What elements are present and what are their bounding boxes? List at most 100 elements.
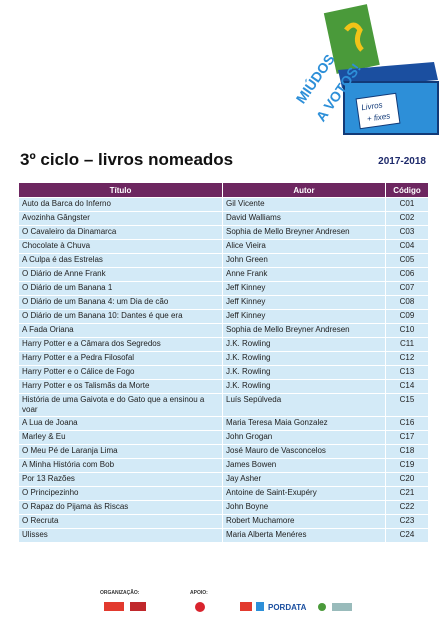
book-title: Harry Potter e a Câmara dos Segredos xyxy=(18,337,223,352)
book-row: O Principezinho Antoine de Saint-Exupéry C… xyxy=(18,486,429,501)
book-author: Robert Muchamore xyxy=(222,514,386,529)
column-header: Título xyxy=(18,182,223,198)
book-code: C11 xyxy=(385,337,429,352)
book-title: A Lua de Joana xyxy=(18,416,223,431)
book-row: Ulisses Maria Alberta Menéres C24 xyxy=(18,528,429,543)
book-title: Harry Potter e a Pedra Filosofal xyxy=(18,351,223,366)
book-row: Harry Potter e a Câmara dos Segredos J.K.… xyxy=(18,337,429,352)
book-code: C12 xyxy=(385,351,429,366)
book-title: Chocolate à Chuva xyxy=(18,239,223,254)
book-title: O Diário de Anne Frank xyxy=(18,267,223,282)
book-code: C23 xyxy=(385,514,429,529)
book-author: Jeff Kinney xyxy=(222,281,386,296)
book-title: Harry Potter e os Talismãs da Morte xyxy=(18,379,223,394)
book-row: O Diário de um Banana 4: um Dia de cão Je… xyxy=(18,295,429,310)
book-code: C16 xyxy=(385,416,429,431)
book-code: C18 xyxy=(385,444,429,459)
book-row: O Rapaz do Pijama às Riscas John Boyne C22 xyxy=(18,500,429,515)
book-code: C19 xyxy=(385,458,429,473)
book-title: O Rapaz do Pijama às Riscas xyxy=(18,500,223,515)
book-code: C03 xyxy=(385,225,429,240)
book-title: Ulisses xyxy=(18,528,223,543)
book-title: A Minha História com Bob xyxy=(18,458,223,473)
logo: Livros + fixes MIÚDOS A VOTOS! xyxy=(292,4,439,135)
sponsor-logos: PORDATA xyxy=(104,602,352,612)
book-title: Auto da Barca do Inferno xyxy=(18,197,223,212)
book-code: C13 xyxy=(385,365,429,380)
book-row: Harry Potter e os Talismãs da Morte J.K. … xyxy=(18,379,429,394)
book-title: O Diário de um Banana 1 xyxy=(18,281,223,296)
book-code: C02 xyxy=(385,211,429,226)
book-title: O Diário de um Banana 4: um Dia de cão xyxy=(18,295,223,310)
logo-text: Livros xyxy=(361,100,383,112)
footer: ORGANIZAÇÃO: APOIO: PORDATA xyxy=(100,590,370,616)
book-row: Avozinha Gângster David Walliams C02 xyxy=(18,211,429,226)
book-author: James Bowen xyxy=(222,458,386,473)
book-code: C09 xyxy=(385,309,429,324)
book-row: O Meu Pé de Laranja Lima José Mauro de Va… xyxy=(18,444,429,459)
book-row: A Minha História com Bob James Bowen C19 xyxy=(18,458,429,473)
book-title: Harry Potter e o Cálice de Fogo xyxy=(18,365,223,380)
book-code: C24 xyxy=(385,528,429,543)
book-row: Harry Potter e o Cálice de Fogo J.K. Rowl… xyxy=(18,365,429,380)
book-title: O Cavaleiro da Dinamarca xyxy=(18,225,223,240)
book-author: Jeff Kinney xyxy=(222,309,386,324)
book-row: O Cavaleiro da Dinamarca Sophia de Mello … xyxy=(18,225,429,240)
book-row: O Recruta Robert Muchamore C23 xyxy=(18,514,429,529)
book-row: O Diário de Anne Frank Anne Frank C06 xyxy=(18,267,429,282)
book-title: O Meu Pé de Laranja Lima xyxy=(18,444,223,459)
book-author: Anne Frank xyxy=(222,267,386,282)
book-row: O Diário de um Banana 10: Dantes é que e… xyxy=(18,309,429,324)
book-code: C05 xyxy=(385,253,429,268)
book-title: Por 13 Razões xyxy=(18,472,223,487)
book-row: Chocolate à Chuva Alice Vieira C04 xyxy=(18,239,429,254)
book-code: C06 xyxy=(385,267,429,282)
book-author: John Grogan xyxy=(222,430,386,445)
book-row: O Diário de um Banana 1 Jeff Kinney C07 xyxy=(18,281,429,296)
book-row: A Culpa é das Estrelas John Green C05 xyxy=(18,253,429,268)
book-author: J.K. Rowling xyxy=(222,351,386,366)
book-code: C08 xyxy=(385,295,429,310)
book-code: C14 xyxy=(385,379,429,394)
book-row: Harry Potter e a Pedra Filosofal J.K. Row… xyxy=(18,351,429,366)
book-row: Auto da Barca do Inferno Gil Vicente C01 xyxy=(18,197,429,212)
book-code: C20 xyxy=(385,472,429,487)
book-author: J.K. Rowling xyxy=(222,337,386,352)
book-author: John Boyne xyxy=(222,500,386,515)
book-author: Jay Asher xyxy=(222,472,386,487)
book-author: David Walliams xyxy=(222,211,386,226)
book-author: John Green xyxy=(222,253,386,268)
header-row: Título Autor Código xyxy=(18,182,429,198)
book-row: A Fada Oriana Sophia de Mello Breyner And… xyxy=(18,323,429,338)
book-author: Alice Vieira xyxy=(222,239,386,254)
book-author: Gil Vicente xyxy=(222,197,386,212)
book-author: José Mauro de Vasconcelos xyxy=(222,444,386,459)
book-title: Avozinha Gângster xyxy=(18,211,223,226)
book-author: Sophia de Mello Breyner Andresen xyxy=(222,323,386,338)
book-title: O Recruta xyxy=(18,514,223,529)
book-author: J.K. Rowling xyxy=(222,379,386,394)
title: 3º ciclo – livros nomeados xyxy=(20,150,234,169)
book-table: Título Autor Código Auto da Barca do Inf… xyxy=(18,182,429,543)
book-title: História de uma Gaivota e do Gato que a … xyxy=(18,393,223,417)
book-author: Jeff Kinney xyxy=(222,295,386,310)
book-title: O Diário de um Banana 10: Dantes é que e… xyxy=(18,309,223,324)
book-author: J.K. Rowling xyxy=(222,365,386,380)
book-author: Maria Teresa Maia Gonzalez xyxy=(222,416,386,431)
book-author: Maria Alberta Menéres xyxy=(222,528,386,543)
book-title: A Fada Oriana xyxy=(18,323,223,338)
book-author: Sophia de Mello Breyner Andresen xyxy=(222,225,386,240)
book-row: Por 13 Razões Jay Asher C20 xyxy=(18,472,429,487)
book-code: C10 xyxy=(385,323,429,338)
column-header: Código xyxy=(385,182,429,198)
footer-label: APOIO: xyxy=(190,590,208,596)
sponsor-name: PORDATA xyxy=(268,603,307,612)
logo-text: + fixes xyxy=(366,111,390,123)
book-author: Antoine de Saint-Exupéry xyxy=(222,486,386,501)
footer-label: ORGANIZAÇÃO: xyxy=(100,590,140,596)
book-row: História de uma Gaivota e do Gato que a … xyxy=(18,393,429,417)
book-code: C17 xyxy=(385,430,429,445)
book-code: C01 xyxy=(385,197,429,212)
book-code: C04 xyxy=(385,239,429,254)
